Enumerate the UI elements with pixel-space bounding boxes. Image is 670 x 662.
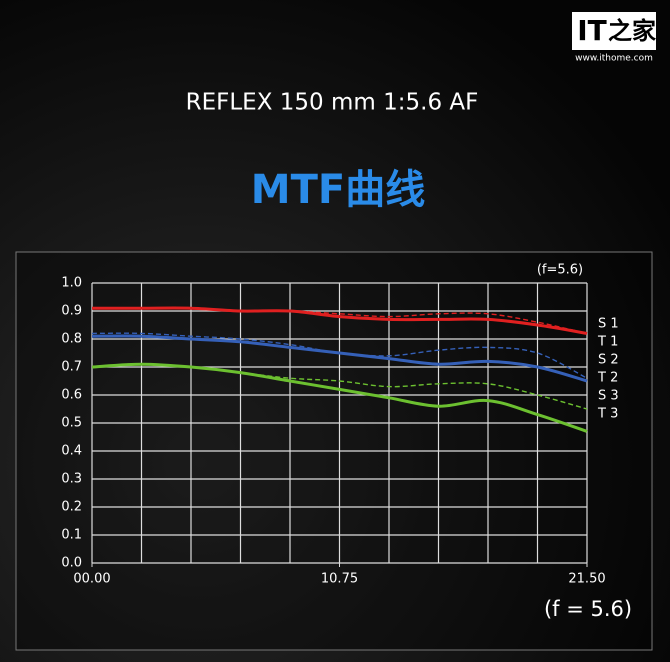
x-tick-label: 10.75 [321, 572, 358, 587]
legend-label: S 3 [598, 389, 619, 404]
line [92, 307, 588, 335]
line [91, 332, 588, 379]
title: REFLEX 150 mm 1:5.6 AF [186, 90, 479, 116]
y-tick-label: 0.8 [61, 332, 82, 347]
logo: IT [577, 14, 607, 47]
legend-label: T 2 [597, 371, 618, 386]
line [91, 363, 588, 410]
legend-label: T 1 [597, 335, 618, 350]
x-tick-label: 00.00 [73, 572, 110, 587]
subtitle: MTF曲线 [251, 167, 425, 213]
y-tick-label: 0.9 [61, 304, 82, 319]
y-tick-label: 0.0 [61, 556, 82, 571]
y-tick-label: 0.7 [61, 360, 82, 375]
x-tick-label: 21.50 [568, 572, 605, 587]
legend-label: S 1 [598, 317, 619, 332]
legend-label: S 2 [598, 353, 619, 368]
y-tick-label: 0.5 [61, 416, 82, 431]
logo-cn: 之家 [608, 17, 656, 45]
legend-label: T 3 [597, 407, 618, 422]
y-tick-label: 0.2 [61, 500, 82, 515]
y-tick-label: 0.4 [61, 444, 82, 459]
y-tick-label: 0.1 [61, 528, 82, 543]
logo-url: www.ithome.com [575, 54, 653, 64]
annotation: (f = 5.6) [544, 597, 632, 621]
annotation: (f=5.6) [537, 263, 583, 278]
y-tick-label: 0.3 [61, 472, 82, 487]
y-tick-label: 0.6 [61, 388, 82, 403]
y-tick-label: 1.0 [61, 276, 82, 291]
logo-box [572, 12, 656, 50]
